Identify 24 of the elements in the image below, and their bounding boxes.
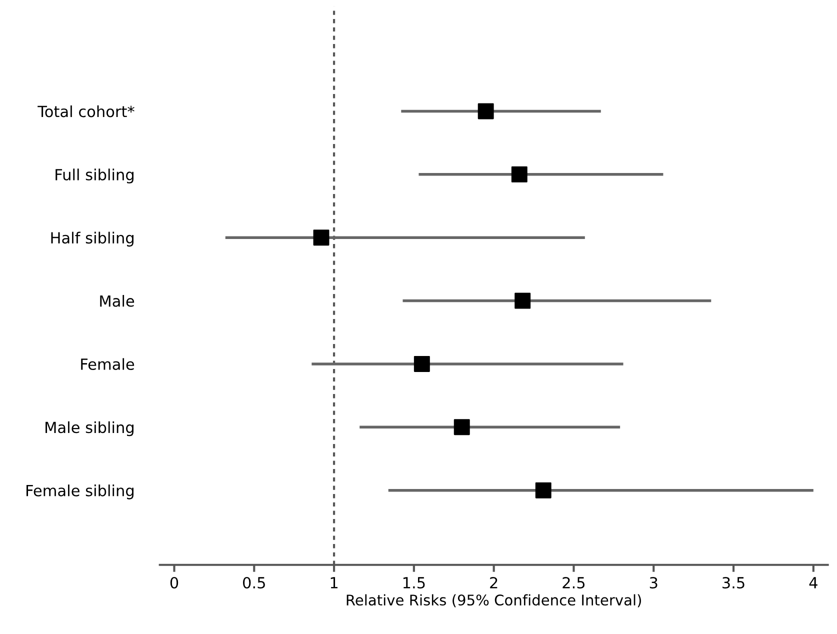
x-axis-title: Relative Risks (95% Confidence Interval) — [346, 594, 641, 608]
point — [514, 292, 531, 309]
x-tick-label: 0 — [170, 576, 178, 589]
x-tick-label: 1.5 — [403, 577, 425, 589]
y-tick-label: Total cohort* — [38, 105, 134, 118]
point — [535, 482, 552, 498]
x-tick-label: 2 — [490, 576, 498, 588]
x-tick-label: 1 — [330, 577, 338, 588]
y-tick-label: Half sibling — [51, 232, 134, 247]
y-tick-label: Full sibling — [56, 168, 134, 184]
y-tick-label: Female sibling — [26, 484, 134, 500]
point — [313, 230, 330, 246]
point — [511, 166, 528, 182]
x-tick-label: 3.5 — [722, 576, 744, 589]
x-tick-label: 2.5 — [562, 576, 585, 589]
point — [414, 356, 430, 372]
y-tick-label: Female — [81, 358, 134, 370]
x-tick-label: 0.5 — [243, 576, 265, 589]
x-tick-label: 4 — [809, 577, 818, 588]
point — [478, 103, 494, 120]
y-tick-label: Male — [100, 294, 134, 307]
point — [454, 419, 470, 436]
y-tick-label: Male sibling — [46, 421, 134, 436]
x-tick-label: 3 — [650, 576, 658, 589]
